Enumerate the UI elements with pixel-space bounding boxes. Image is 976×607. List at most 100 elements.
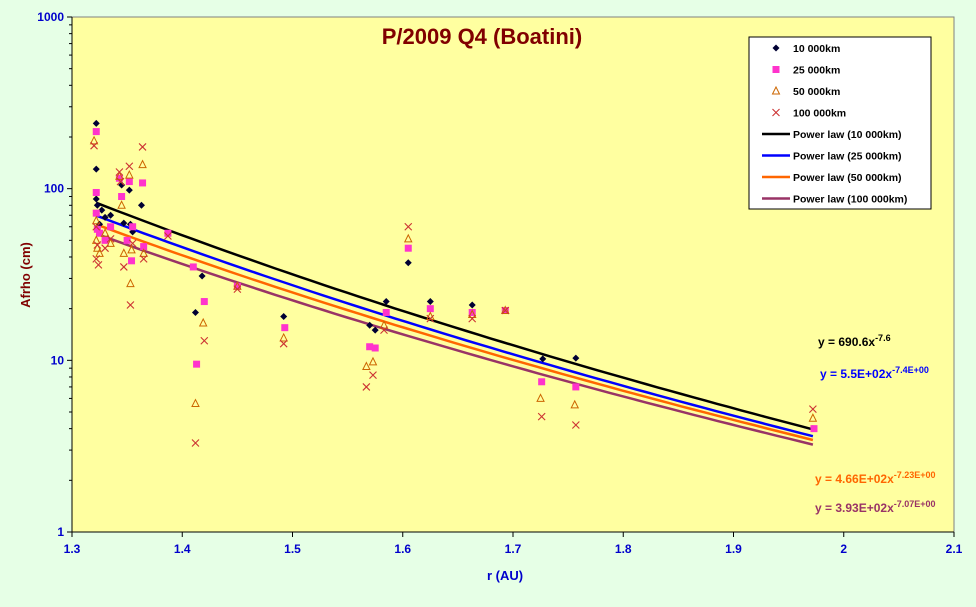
series-3-points xyxy=(89,135,818,422)
x-tick-label: 1.8 xyxy=(615,542,632,556)
data-point xyxy=(369,371,377,380)
legend-label: Power law (10 000km) xyxy=(793,129,902,141)
data-point xyxy=(92,188,100,196)
data-point xyxy=(808,413,818,422)
data-point xyxy=(120,219,128,227)
data-point xyxy=(139,179,147,187)
data-point xyxy=(426,305,434,313)
data-point xyxy=(92,209,100,217)
y-axis-label: Afrho (cm) xyxy=(18,242,33,308)
trendline-equation: y = 690.6x-7.6 xyxy=(818,333,891,349)
x-marker-stroke xyxy=(380,326,388,334)
data-point xyxy=(468,301,476,309)
equation-exponent: -7.6 xyxy=(875,333,891,343)
data-point xyxy=(191,398,200,408)
data-point xyxy=(118,181,126,189)
series-2-points xyxy=(92,128,818,433)
trendline-3 xyxy=(95,223,814,442)
equation-base: y = 4.66E+02x xyxy=(815,472,894,486)
legend-marker xyxy=(772,44,780,52)
data-point xyxy=(500,305,510,315)
x-marker-stroke xyxy=(126,301,135,309)
data-points xyxy=(89,119,818,447)
x-marker-stroke xyxy=(362,383,371,391)
data-point xyxy=(107,211,115,219)
data-point xyxy=(191,308,199,316)
data-point xyxy=(198,317,208,327)
x-marker-stroke xyxy=(233,285,242,293)
data-point xyxy=(362,361,371,371)
legend: 10 000km 25 000km 50 000km 100 000km Power l… xyxy=(748,36,932,210)
legend-marker xyxy=(772,108,780,117)
data-point xyxy=(137,201,145,209)
data-point xyxy=(164,232,172,240)
trendline-4 xyxy=(95,232,814,446)
data-point xyxy=(279,339,288,348)
legend-marker xyxy=(772,66,780,73)
data-point xyxy=(92,128,100,136)
y-tick-label: 10 xyxy=(51,353,65,367)
x-marker-stroke xyxy=(116,177,125,186)
equation-exponent: -7.4E+00 xyxy=(892,365,929,375)
data-point xyxy=(128,257,136,265)
equation-exponent: -7.07E+00 xyxy=(894,499,936,509)
data-point xyxy=(426,314,435,323)
y-tick-label: 100 xyxy=(44,182,64,196)
data-point xyxy=(538,378,546,386)
data-point xyxy=(467,309,477,318)
x-tick-label: 1.9 xyxy=(725,542,742,556)
data-point xyxy=(198,272,206,280)
legend-label: 25 000km xyxy=(793,65,840,77)
data-point xyxy=(536,393,545,402)
data-point xyxy=(115,174,123,182)
x-marker-stroke xyxy=(468,314,477,323)
x-tick-label: 1.5 xyxy=(284,542,301,556)
data-point xyxy=(200,336,209,345)
data-point xyxy=(426,298,434,306)
x-marker-stroke xyxy=(128,239,137,248)
equation-base: y = 3.93E+02x xyxy=(815,501,894,515)
trendlines xyxy=(95,201,814,446)
data-point xyxy=(91,215,101,225)
legend-label: 100 000km xyxy=(793,108,846,120)
data-point xyxy=(539,355,547,363)
data-point xyxy=(115,171,124,180)
trendline-2 xyxy=(95,214,814,438)
x-marker-stroke xyxy=(537,412,546,421)
x-marker-stroke xyxy=(164,232,172,240)
data-point xyxy=(101,236,109,244)
axes: 1.3 1.4 1.5 1.6 1.7 1.8 1.9 2 2.1 1 10 100 1000 xyxy=(37,10,962,556)
y-tick-label: 1000 xyxy=(37,10,64,24)
x-marker-stroke xyxy=(119,263,128,271)
data-point xyxy=(501,306,510,315)
data-point xyxy=(93,201,101,209)
data-point xyxy=(93,243,102,252)
x-tick-label: 1.7 xyxy=(505,542,522,556)
data-point xyxy=(371,344,379,352)
data-point xyxy=(101,213,109,221)
x-marker-stroke xyxy=(90,141,98,150)
data-point xyxy=(96,229,104,237)
data-point xyxy=(125,186,133,194)
x-marker-stroke xyxy=(571,421,580,429)
data-point xyxy=(123,236,131,244)
legend-label: Power law (25 000km) xyxy=(793,151,902,163)
x-marker-stroke xyxy=(139,254,148,263)
legend-box xyxy=(748,36,932,210)
equation-exponent: -7.23E+00 xyxy=(894,470,936,480)
data-point xyxy=(92,165,100,173)
data-point xyxy=(404,244,412,252)
data-point xyxy=(379,320,389,329)
data-point xyxy=(279,332,288,342)
data-point xyxy=(193,360,201,368)
data-point xyxy=(119,248,129,257)
data-point xyxy=(94,260,103,269)
data-point xyxy=(164,229,172,237)
x-tick-label: 2 xyxy=(840,542,847,556)
data-point xyxy=(468,314,477,323)
data-point xyxy=(572,383,580,391)
data-point xyxy=(138,143,147,151)
data-point xyxy=(468,308,476,316)
data-point xyxy=(808,405,817,413)
data-point xyxy=(233,285,242,293)
